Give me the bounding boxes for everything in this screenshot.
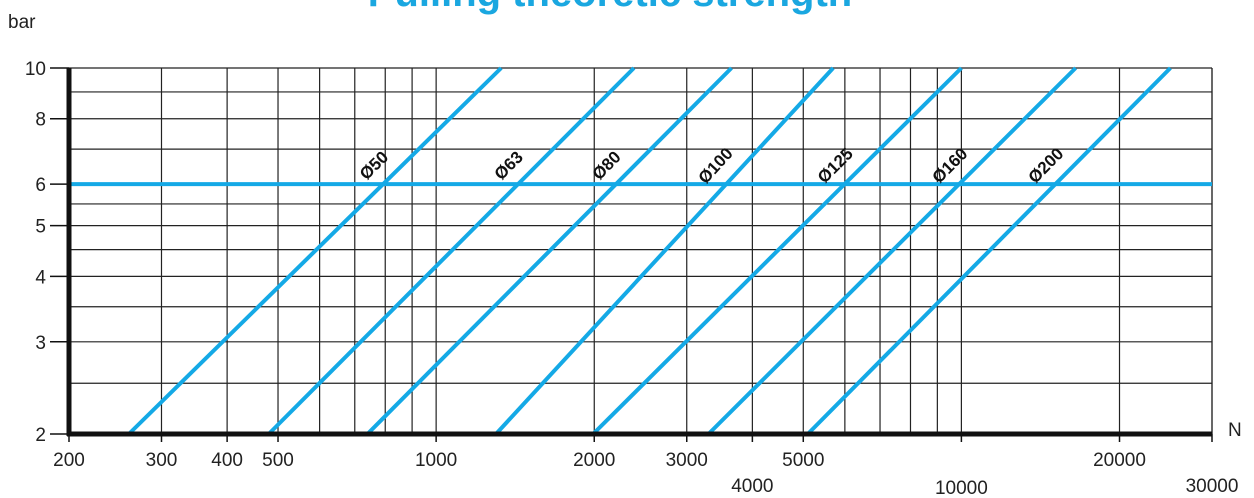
series-line-4 <box>591 66 963 436</box>
series-line-5 <box>707 66 1078 436</box>
x-tick-label-500: 500 <box>262 450 294 471</box>
y-tick-label-10: 10 <box>25 59 46 80</box>
x-tick-label-10000: 10000 <box>935 478 988 498</box>
series-line-0 <box>127 66 503 436</box>
x-tick-label-3000: 3000 <box>666 450 708 471</box>
x-tick-label-400: 400 <box>211 450 243 471</box>
x-tick-label-1000: 1000 <box>415 450 457 471</box>
x-tick-label-2000: 2000 <box>573 450 615 471</box>
tick-labels: 200 300 400 500 1000 2000 3000 4000 5000 10000 200… <box>25 59 1239 498</box>
y-tick-label-8: 8 <box>35 110 46 131</box>
y-tick-label-5: 5 <box>35 217 46 238</box>
series-lines <box>127 66 1172 436</box>
x-tick-label-200: 200 <box>53 450 85 471</box>
x-tick-label-30000: 30000 <box>1186 476 1239 497</box>
series-line-2 <box>366 66 733 436</box>
x-tick-label-5000: 5000 <box>782 450 824 471</box>
grid-lines <box>68 67 1213 435</box>
series-line-3 <box>494 66 835 436</box>
x-axis-label: N <box>1228 420 1242 441</box>
y-axis-label: bar <box>8 12 36 33</box>
axes <box>66 68 1213 442</box>
y-tick-label-6: 6 <box>35 175 46 196</box>
x-tick-label-4000: 4000 <box>731 476 773 497</box>
series-line-1 <box>267 66 636 436</box>
series-line-6 <box>806 66 1172 436</box>
x-tick-label-20000: 20000 <box>1093 450 1146 471</box>
chart-title: Pulling theoretic strength <box>368 0 852 15</box>
y-tick-label-3: 3 <box>35 333 46 354</box>
y-tick-label-2: 2 <box>35 425 46 446</box>
x-tick-label-300: 300 <box>146 450 178 471</box>
y-tick-label-4: 4 <box>35 267 46 288</box>
